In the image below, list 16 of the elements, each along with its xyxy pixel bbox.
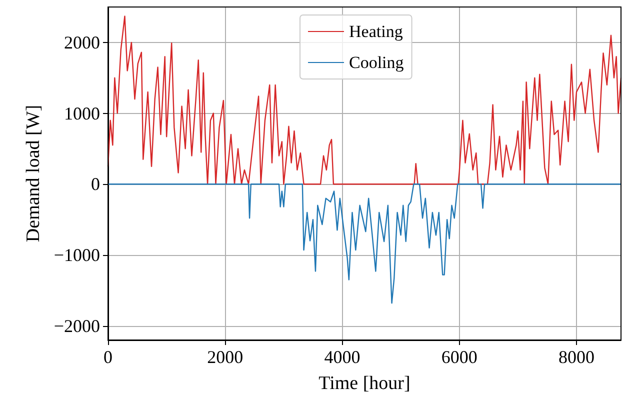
y-tick-label: 2000 [64,32,100,52]
x-tick-label: 2000 [207,347,244,367]
x-tick-label: 8000 [558,347,594,367]
y-tick-label: −1000 [54,244,100,265]
y-tick-label: −2000 [54,316,100,336]
x-tick-label: 4000 [324,347,360,367]
legend-label: Cooling [349,53,404,72]
x-tick-label: 0 [104,347,112,367]
line-series [107,16,622,185]
legend-label: Heating [349,22,404,41]
y-axis-title: Demand load [W] [22,104,44,242]
y-tick-label: 0 [91,174,100,194]
x-tick-label: 6000 [441,347,478,367]
line-series [107,184,622,304]
y-tick-label: 1000 [64,103,100,124]
x-axis-title: Time [hour] [318,373,410,394]
